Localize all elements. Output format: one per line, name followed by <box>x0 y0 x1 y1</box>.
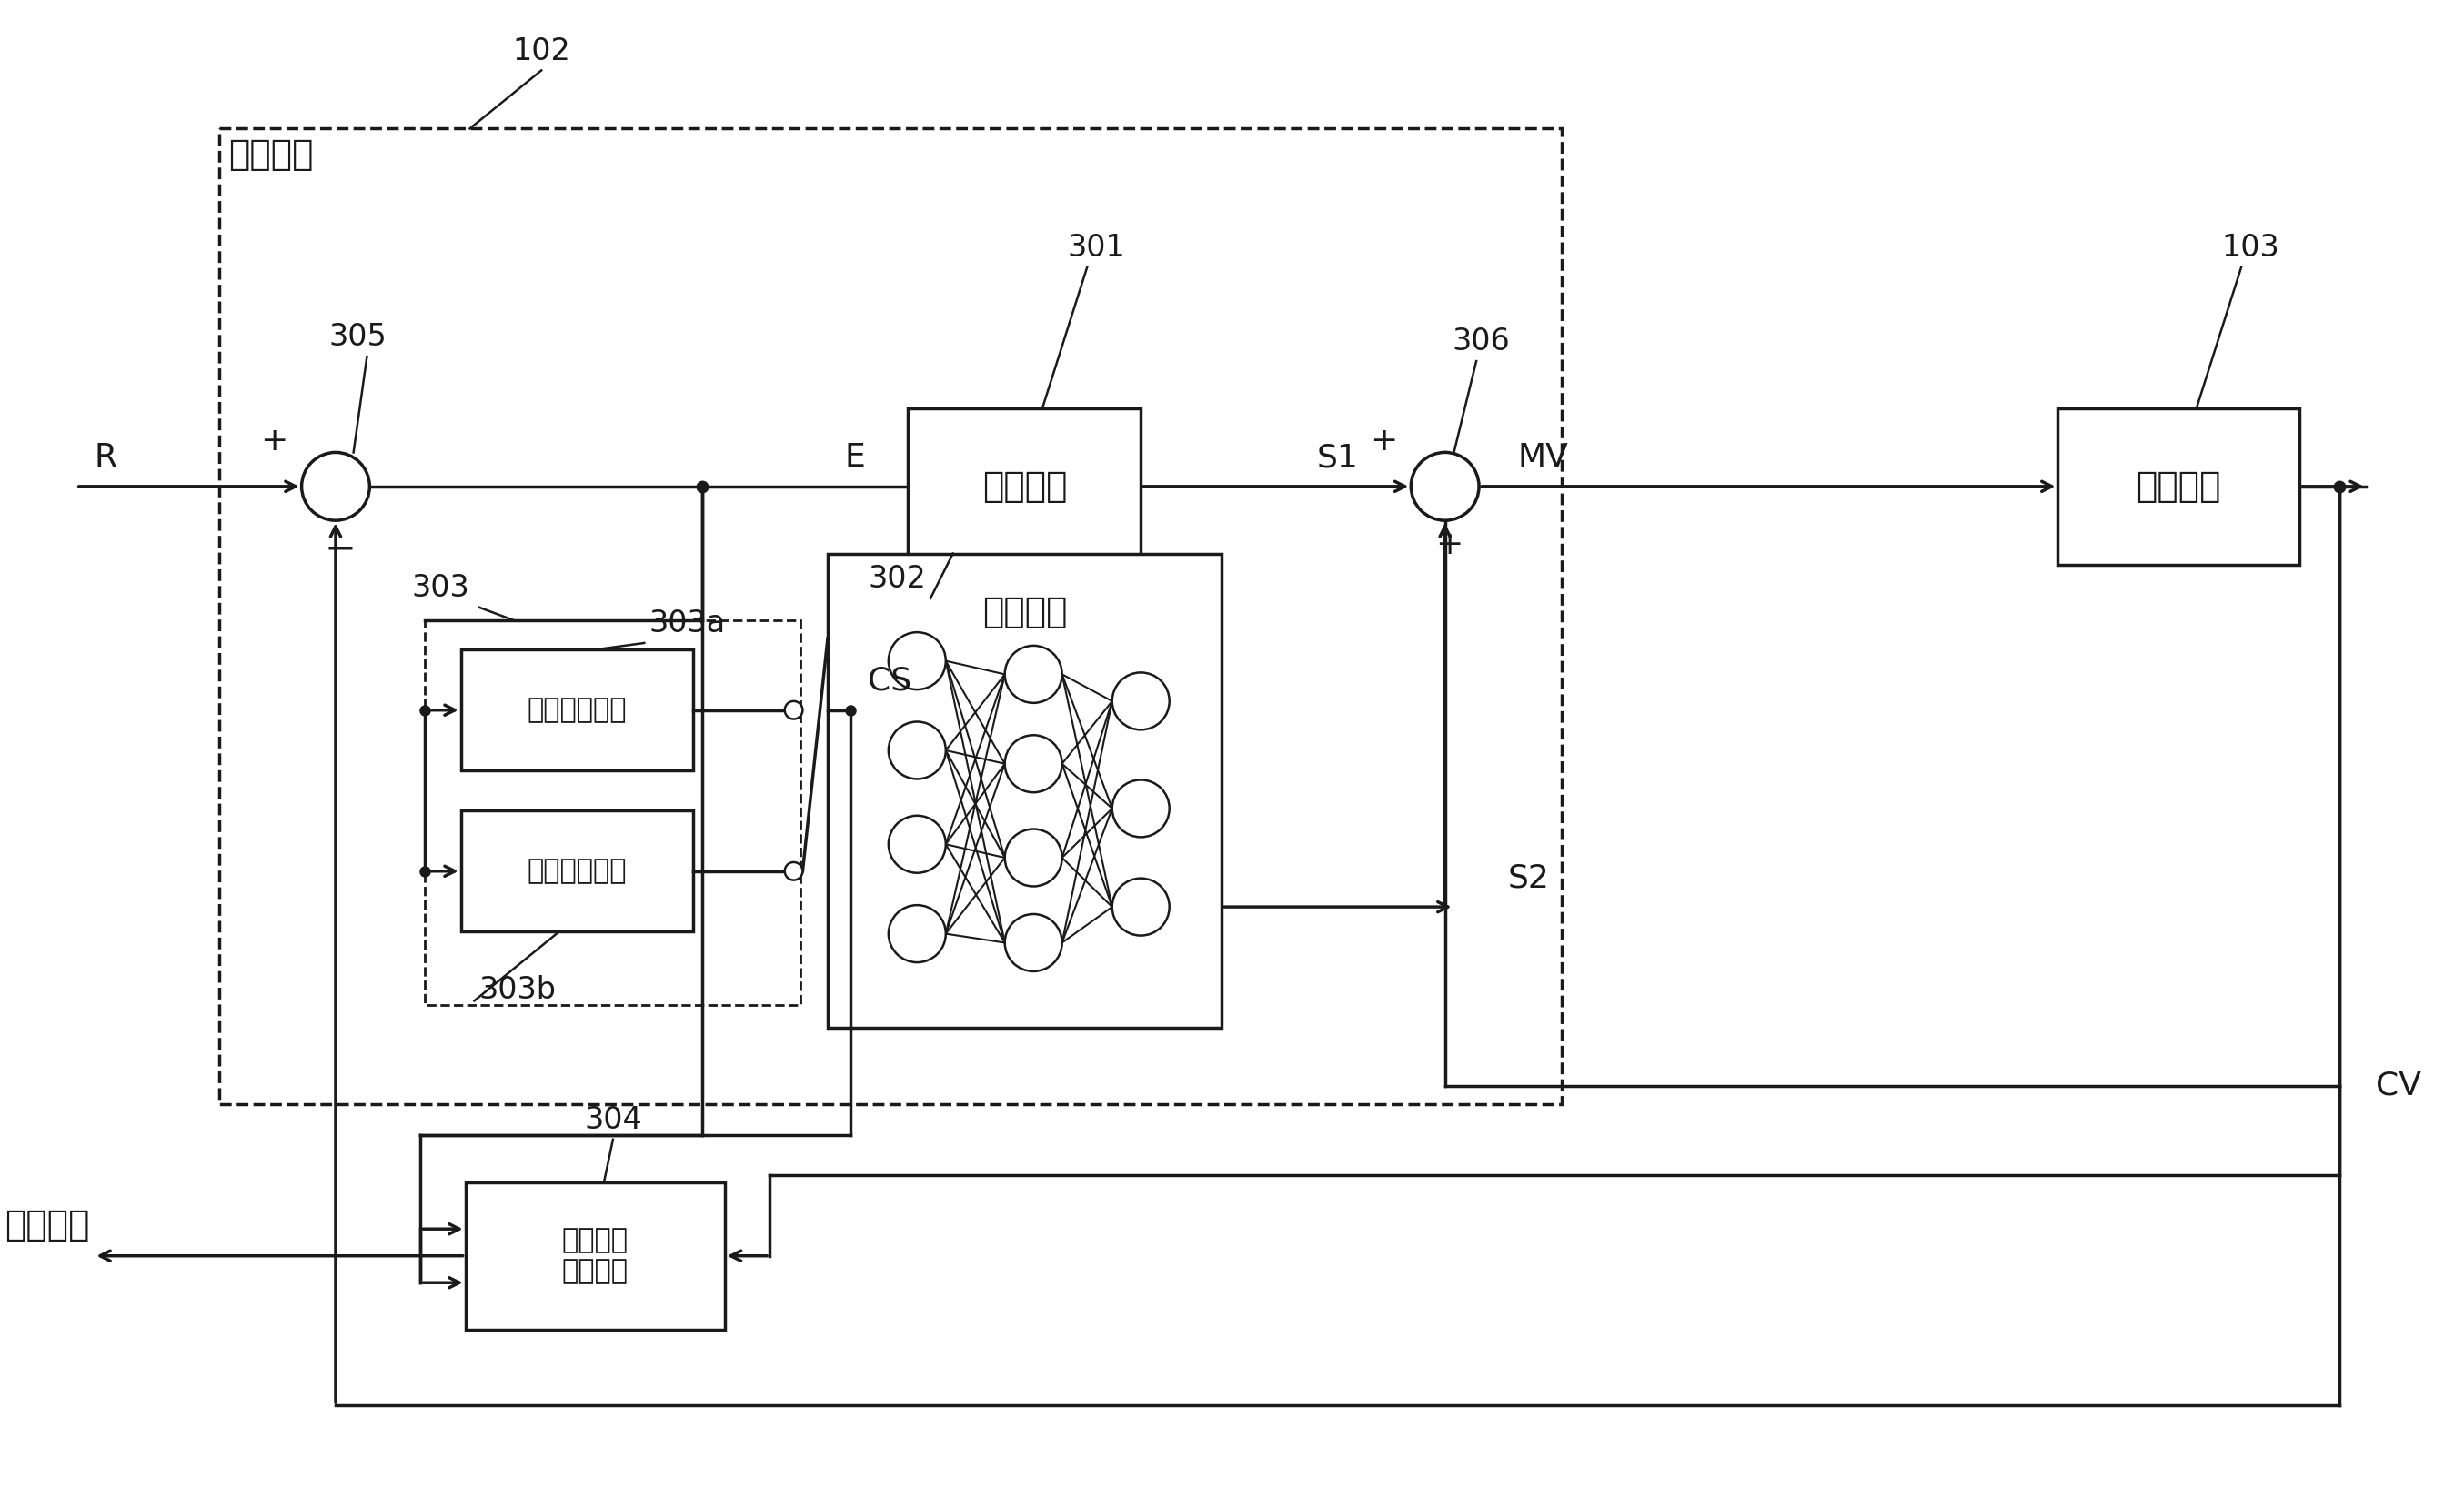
Bar <box>828 554 1222 1028</box>
Text: R: R <box>94 442 116 473</box>
Text: 第一调节单元: 第一调节单元 <box>527 697 626 724</box>
Bar <box>426 620 801 1005</box>
Text: S1: S1 <box>1316 442 1358 473</box>
Text: 302: 302 <box>867 563 926 593</box>
Text: 补偿单元: 补偿单元 <box>983 469 1067 503</box>
Bar <box>219 129 1562 1104</box>
Text: +: + <box>261 425 288 457</box>
Text: 103: 103 <box>2220 232 2279 262</box>
Text: CS: CS <box>867 665 912 697</box>
Text: 操作历史: 操作历史 <box>5 1207 89 1242</box>
Text: 102: 102 <box>513 36 572 66</box>
Text: E: E <box>845 442 865 473</box>
Bar <box>2057 407 2299 565</box>
Circle shape <box>1111 780 1170 837</box>
Text: +: + <box>1437 529 1464 560</box>
Circle shape <box>1005 646 1062 703</box>
Circle shape <box>301 452 370 520</box>
Circle shape <box>890 815 946 873</box>
Circle shape <box>1005 828 1062 887</box>
Circle shape <box>1412 452 1478 520</box>
Text: 神经网络: 神经网络 <box>983 595 1067 629</box>
Text: 控制设备: 控制设备 <box>229 138 313 172</box>
Circle shape <box>1111 673 1170 730</box>
Text: 303a: 303a <box>648 608 724 638</box>
Circle shape <box>784 863 803 879</box>
Text: 303: 303 <box>411 572 471 602</box>
Circle shape <box>784 701 803 719</box>
Bar <box>909 407 1141 565</box>
Text: 控制目标: 控制目标 <box>2136 469 2220 503</box>
Circle shape <box>1005 914 1062 971</box>
Circle shape <box>890 905 946 962</box>
Text: 301: 301 <box>1067 232 1126 262</box>
Text: S2: S2 <box>1508 863 1550 893</box>
Text: 305: 305 <box>330 322 387 352</box>
Circle shape <box>890 722 946 779</box>
Text: 304: 304 <box>584 1106 643 1135</box>
Text: CV: CV <box>2375 1071 2422 1101</box>
Circle shape <box>1111 878 1170 936</box>
Text: 303b: 303b <box>478 975 557 1005</box>
Circle shape <box>1005 736 1062 792</box>
Bar <box>466 1182 724 1330</box>
Text: MV: MV <box>1518 442 1570 473</box>
Text: 306: 306 <box>1451 327 1510 357</box>
Text: −: − <box>325 529 355 568</box>
Text: +: + <box>1370 425 1397 457</box>
Bar <box>461 810 692 932</box>
Text: 第二调节单元: 第二调节单元 <box>527 858 626 884</box>
Text: 操作历史
存储单元: 操作历史 存储单元 <box>562 1227 628 1284</box>
Circle shape <box>890 632 946 689</box>
Bar <box>461 650 692 770</box>
